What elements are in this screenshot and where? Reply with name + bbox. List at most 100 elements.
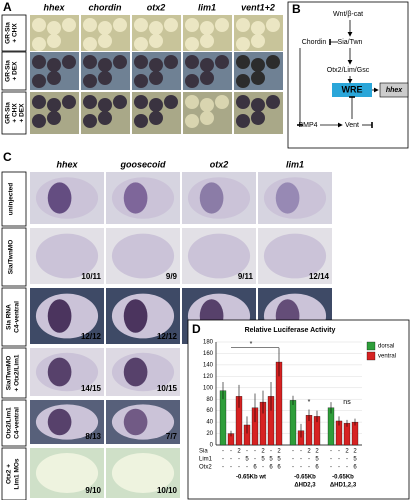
embryo (134, 95, 148, 109)
embryo (236, 95, 250, 109)
column-header: chordin (89, 2, 123, 12)
condition-value: - (254, 457, 256, 463)
embryo (200, 98, 214, 112)
row-label: C4-ventral (14, 301, 21, 333)
embryo (164, 55, 178, 69)
row-label: + CHX (12, 103, 19, 123)
condition-value: - (330, 465, 332, 471)
column-header: lim1 (286, 159, 304, 169)
row-label: + Otx2/Lim1 (14, 354, 21, 391)
condition-value: - (222, 449, 224, 455)
embryo (215, 18, 229, 32)
stain (47, 182, 72, 214)
embryo (83, 95, 97, 109)
embryo (149, 111, 163, 125)
embryo (149, 71, 163, 85)
embryo (83, 37, 97, 51)
condition-value: 6 (269, 465, 273, 471)
embryo (251, 98, 265, 112)
embryo (251, 58, 265, 72)
y-tick-label: 160 (203, 351, 214, 357)
condition-name: Sia (199, 449, 208, 455)
condition-value: - (308, 465, 310, 471)
stain (47, 408, 72, 436)
condition-value: 2 (353, 449, 357, 455)
condition-value: - (292, 457, 294, 463)
condition-value: - (270, 449, 272, 455)
gene-box (379, 82, 409, 98)
count: 9/10 (85, 486, 101, 495)
embryo (32, 95, 46, 109)
condition-value: - (246, 449, 248, 455)
embryo (32, 55, 46, 69)
embryo (83, 74, 97, 88)
embryo (32, 18, 46, 32)
embryo (83, 18, 97, 32)
embryo (62, 95, 76, 109)
row-label-box (1, 287, 27, 347)
embryo (185, 74, 199, 88)
embryo (32, 74, 46, 88)
legend-swatch (366, 341, 376, 351)
group-label: ΔHD2,3 (294, 483, 316, 489)
count: 14/15 (81, 384, 102, 393)
embryo (185, 18, 199, 32)
column-header: goosecoid (119, 159, 166, 169)
stain (123, 182, 148, 214)
embryo (200, 58, 214, 72)
row-label: + DEX (12, 61, 19, 81)
count: 7/7 (166, 432, 178, 441)
condition-value: - (338, 457, 340, 463)
group-label: -0.65Kb (294, 475, 316, 481)
column-header: otx2 (147, 2, 166, 12)
row-label-box (1, 91, 27, 135)
y-tick-label: 20 (206, 431, 213, 437)
condition-value: 5 (261, 457, 265, 463)
embryo (149, 34, 163, 48)
condition-value: - (346, 457, 348, 463)
embryo (251, 21, 265, 35)
group-label: -0.65Kb wt (236, 475, 266, 481)
embryo (35, 453, 99, 493)
condition-value: 2 (261, 449, 265, 455)
embryo (62, 55, 76, 69)
condition-value: - (292, 449, 294, 455)
embryo (32, 114, 46, 128)
embryo (236, 114, 250, 128)
embryo (251, 111, 265, 125)
node-label: Chordin (302, 39, 327, 46)
condition-value: 5 (315, 457, 319, 463)
column-header: lim1 (198, 2, 216, 12)
embryo (251, 71, 265, 85)
row-label-box (1, 447, 27, 500)
embryo (236, 55, 250, 69)
condition-value: - (300, 465, 302, 471)
column-header: vent1+2 (241, 2, 275, 12)
column-header: hhex (56, 159, 78, 169)
row-label: GR-Sia (5, 22, 12, 44)
condition-value: - (338, 449, 340, 455)
embryo (236, 18, 250, 32)
condition-value: - (238, 465, 240, 471)
y-tick-label: 40 (206, 420, 213, 426)
condition-value: - (230, 465, 232, 471)
row-label: Sia RNA (6, 304, 13, 330)
condition-value: - (292, 465, 294, 471)
row-label: GR-Sia (5, 60, 12, 82)
condition-value: - (246, 465, 248, 471)
panel-box (287, 1, 409, 149)
condition-value: 6 (277, 465, 281, 471)
y-tick-label: 120 (203, 374, 214, 380)
embryo (164, 95, 178, 109)
embryo (185, 95, 199, 109)
condition-value: 2 (345, 449, 349, 455)
condition-value: - (262, 465, 264, 471)
embryo (32, 37, 46, 51)
count: 10/11 (81, 272, 101, 281)
row-label: Otx2/Lim1 (6, 407, 13, 439)
embryo (215, 55, 229, 69)
row-label-box (1, 227, 27, 287)
stain (123, 408, 148, 436)
y-tick-label: 140 (203, 362, 214, 368)
